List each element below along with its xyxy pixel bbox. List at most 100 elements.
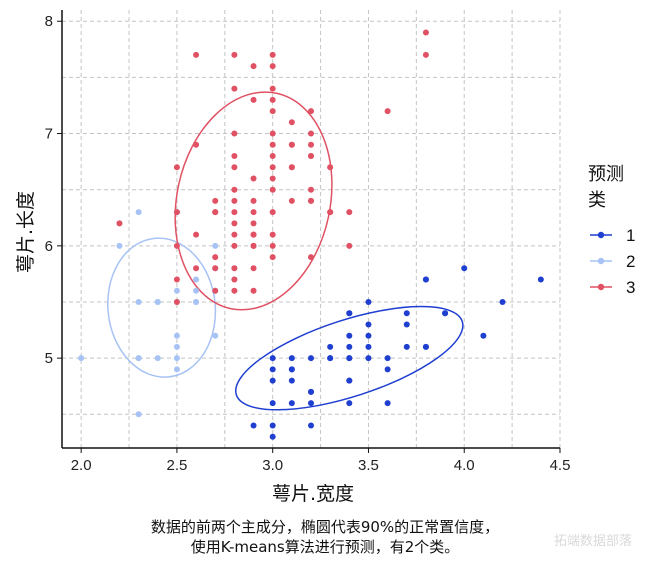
point-series-1 (308, 422, 314, 429)
point-series-3 (231, 164, 238, 171)
point-series-3 (231, 51, 238, 58)
legend-label-1: 1 (626, 226, 635, 245)
point-series-1 (288, 366, 295, 373)
point-series-2 (193, 287, 200, 294)
point-series-3 (269, 242, 276, 249)
point-series-3 (327, 209, 334, 216)
legend: 预测 类 1 2 3 (588, 164, 635, 297)
point-series-3 (231, 186, 238, 193)
point-series-3 (250, 231, 257, 238)
point-series-3 (231, 231, 238, 238)
point-series-3 (308, 130, 314, 137)
point-series-3 (384, 108, 391, 115)
point-series-1 (365, 343, 372, 350)
point-series-1 (269, 377, 276, 384)
legend-key-point-1 (597, 231, 605, 239)
point-series-1 (403, 321, 410, 328)
point-series-3 (327, 164, 334, 171)
y-tick-label: 8 (45, 13, 53, 30)
point-series-1 (346, 400, 353, 407)
point-series-3 (212, 254, 219, 261)
point-series-2 (212, 242, 219, 249)
point-series-3 (269, 96, 276, 103)
point-series-2 (212, 332, 219, 339)
point-series-3 (250, 175, 257, 182)
point-series-3 (250, 220, 257, 227)
point-series-3 (250, 265, 257, 272)
point-series-3 (269, 63, 276, 70)
y-tick-label: 7 (45, 126, 53, 143)
legend-title-line1: 预测 (588, 164, 624, 185)
point-series-3 (308, 254, 314, 261)
point-series-3 (269, 153, 276, 159)
point-series-3 (250, 197, 257, 204)
x-tick-label: 3.0 (262, 457, 283, 474)
point-series-1 (365, 299, 372, 305)
point-series-1 (288, 377, 295, 384)
x-tick-label: 4.0 (454, 457, 475, 474)
point-series-3 (288, 119, 295, 126)
grid-lines (62, 10, 561, 448)
point-series-3 (212, 265, 219, 272)
legend-key-point-2 (597, 257, 605, 265)
point-series-3 (269, 231, 276, 238)
point-series-1 (346, 332, 353, 339)
point-series-2 (193, 276, 200, 283)
ellipse-series-2 (107, 237, 217, 378)
point-series-3 (288, 197, 295, 204)
point-series-1 (250, 422, 257, 429)
point-series-1 (442, 310, 449, 317)
point-series-3 (269, 51, 276, 58)
point-series-3 (212, 209, 219, 216)
point-series-3 (231, 153, 238, 159)
point-series-3 (193, 265, 200, 272)
point-series-1 (308, 400, 314, 407)
point-series-1 (365, 321, 372, 328)
point-series-3 (422, 51, 429, 58)
point-series-1 (422, 276, 429, 283)
point-series-1 (384, 366, 391, 373)
point-series-3 (231, 265, 238, 272)
caption-line-2: 使用K-means算法进行预测，有2个类。 (190, 538, 460, 556)
point-series-1 (346, 310, 353, 317)
point-series-3 (269, 209, 276, 216)
watermark: 拓端数据部落 (553, 534, 632, 549)
point-series-3 (346, 209, 353, 216)
x-tick-label: 2.0 (71, 457, 92, 474)
point-series-1 (461, 265, 468, 272)
point-series-1 (346, 377, 353, 384)
point-series-1 (327, 355, 334, 362)
point-series-3 (269, 254, 276, 261)
point-series-3 (116, 220, 123, 227)
point-series-1 (269, 433, 276, 440)
x-tick-label: 4.5 (550, 457, 571, 474)
point-series-1 (480, 332, 487, 339)
point-series-3 (269, 108, 276, 115)
point-series-2 (154, 299, 161, 305)
point-series-3 (231, 242, 238, 249)
legend-label-2: 2 (626, 252, 635, 271)
point-series-2 (173, 332, 180, 339)
point-series-1 (422, 343, 429, 350)
point-series-3 (269, 130, 276, 137)
point-series-1 (384, 400, 391, 407)
point-series-3 (173, 209, 180, 216)
x-axis-title: 萼片.宽度 (272, 483, 354, 505)
point-series-1 (269, 422, 276, 429)
x-tick-label: 2.5 (166, 457, 187, 474)
point-series-3 (231, 287, 238, 294)
legend-key-point-3 (597, 283, 605, 291)
point-series-2 (78, 355, 85, 362)
point-series-3 (173, 164, 180, 171)
point-series-3 (250, 96, 257, 103)
point-series-3 (308, 108, 314, 115)
point-series-2 (193, 299, 200, 305)
legend-title-line2: 类 (588, 190, 606, 211)
point-series-1 (308, 388, 314, 395)
point-series-1 (288, 355, 295, 362)
point-series-3 (212, 287, 219, 294)
point-series-1 (346, 343, 353, 350)
point-series-3 (308, 141, 314, 148)
point-series-3 (193, 141, 200, 148)
y-axis-title: 萼片.长度 (15, 191, 37, 273)
